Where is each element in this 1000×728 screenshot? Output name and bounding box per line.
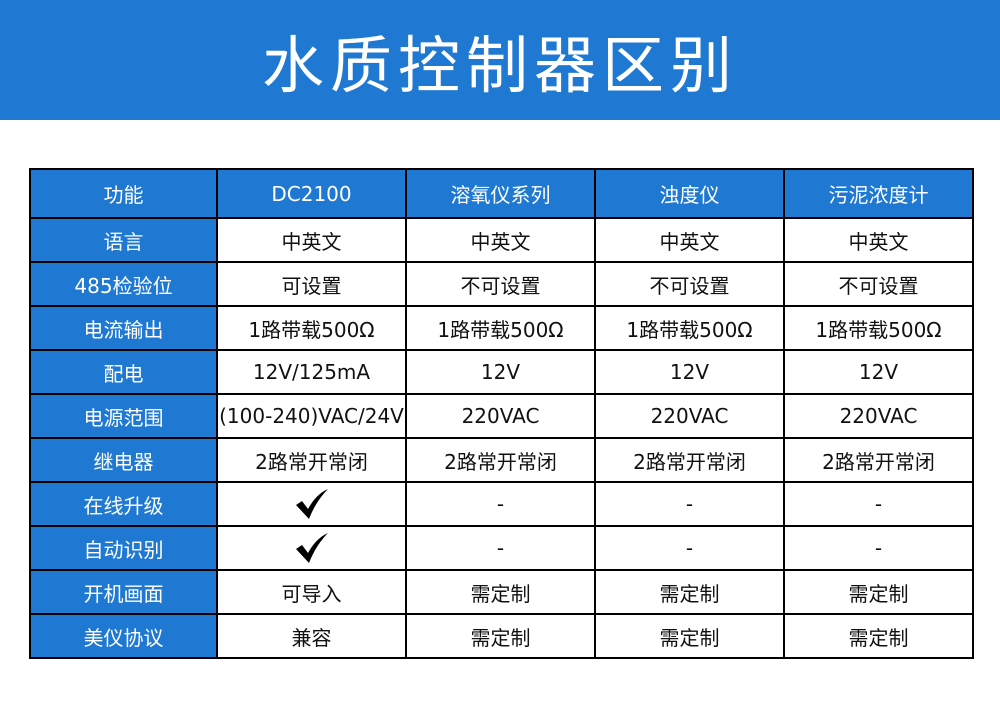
table-cell: 1路带载500Ω bbox=[783, 305, 974, 351]
table-cell: 不可设置 bbox=[405, 261, 596, 307]
check-icon bbox=[295, 533, 328, 563]
row-label: 电源范围 bbox=[29, 393, 218, 439]
table-row: 自动识别 - - - bbox=[29, 525, 974, 571]
table-cell: 1路带载500Ω bbox=[405, 305, 596, 351]
column-header: 污泥浓度计 bbox=[783, 168, 974, 219]
table-row: 电流输出 1路带载500Ω 1路带载500Ω 1路带载500Ω 1路带载500Ω bbox=[29, 305, 974, 351]
table-cell: 2路常开常闭 bbox=[783, 437, 974, 483]
table-cell bbox=[216, 481, 407, 527]
row-label: 配电 bbox=[29, 349, 218, 395]
table-cell: 需定制 bbox=[783, 569, 974, 615]
table-cell: 12V bbox=[594, 349, 785, 395]
table-cell: 220VAC bbox=[405, 393, 596, 439]
table-cell: 可设置 bbox=[216, 261, 407, 307]
page-title: 水质控制器区别 bbox=[261, 29, 738, 102]
comparison-table: 功能 DC2100 溶氧仪系列 浊度仪 污泥浓度计 语言 中英文 中英文 中英文 中英文 485检验… bbox=[29, 168, 974, 659]
row-label: 继电器 bbox=[29, 437, 218, 483]
row-label: 电流输出 bbox=[29, 305, 218, 351]
table-cell: - bbox=[405, 481, 596, 527]
table-cell: 220VAC bbox=[783, 393, 974, 439]
table-cell: 中英文 bbox=[216, 217, 407, 263]
row-label: 美仪协议 bbox=[29, 613, 218, 659]
row-label: 485检验位 bbox=[29, 261, 218, 307]
table-row: 485检验位 可设置 不可设置 不可设置 不可设置 bbox=[29, 261, 974, 307]
table-cell: 12V bbox=[405, 349, 596, 395]
table-cell: 12V/125mA bbox=[216, 349, 407, 395]
table-cell: 中英文 bbox=[783, 217, 974, 263]
table-cell: 需定制 bbox=[594, 613, 785, 659]
column-header: 浊度仪 bbox=[594, 168, 785, 219]
table-row: 美仪协议 兼容 需定制 需定制 需定制 bbox=[29, 613, 974, 659]
table-cell: 2路常开常闭 bbox=[594, 437, 785, 483]
row-label: 自动识别 bbox=[29, 525, 218, 571]
table-row: 继电器 2路常开常闭 2路常开常闭 2路常开常闭 2路常开常闭 bbox=[29, 437, 974, 483]
table-row: 开机画面 可导入 需定制 需定制 需定制 bbox=[29, 569, 974, 615]
table-row: 在线升级 - - - bbox=[29, 481, 974, 527]
table-row: 电源范围 (100-240)VAC/24V 220VAC 220VAC 220VAC bbox=[29, 393, 974, 439]
table-cell: - bbox=[783, 525, 974, 571]
row-label: 语言 bbox=[29, 217, 218, 263]
table-cell: - bbox=[783, 481, 974, 527]
column-header: 溶氧仪系列 bbox=[405, 168, 596, 219]
table-cell: 需定制 bbox=[405, 613, 596, 659]
table-header-row: 功能 DC2100 溶氧仪系列 浊度仪 污泥浓度计 bbox=[29, 168, 974, 219]
table-cell: 2路常开常闭 bbox=[216, 437, 407, 483]
table-cell: 220VAC bbox=[594, 393, 785, 439]
table-cell: 不可设置 bbox=[783, 261, 974, 307]
table-cell: 中英文 bbox=[405, 217, 596, 263]
table-cell: 需定制 bbox=[594, 569, 785, 615]
table-cell bbox=[216, 525, 407, 571]
column-header: 功能 bbox=[29, 168, 218, 219]
table-row: 配电 12V/125mA 12V 12V 12V bbox=[29, 349, 974, 395]
title-banner: 水质控制器区别 bbox=[0, 0, 1000, 120]
table-cell: 2路常开常闭 bbox=[405, 437, 596, 483]
table-cell: - bbox=[405, 525, 596, 571]
table-row: 语言 中英文 中英文 中英文 中英文 bbox=[29, 217, 974, 263]
table-cell: 12V bbox=[783, 349, 974, 395]
column-header: DC2100 bbox=[216, 168, 407, 219]
table-cell: 需定制 bbox=[783, 613, 974, 659]
table-cell: 不可设置 bbox=[594, 261, 785, 307]
table-cell: 中英文 bbox=[594, 217, 785, 263]
row-label: 开机画面 bbox=[29, 569, 218, 615]
table-cell: - bbox=[594, 525, 785, 571]
table-cell: (100-240)VAC/24V bbox=[216, 393, 407, 439]
table-cell: 兼容 bbox=[216, 613, 407, 659]
table-cell: 需定制 bbox=[405, 569, 596, 615]
table-cell: - bbox=[594, 481, 785, 527]
check-icon bbox=[295, 489, 328, 519]
table-cell: 1路带载500Ω bbox=[594, 305, 785, 351]
row-label: 在线升级 bbox=[29, 481, 218, 527]
table-cell: 可导入 bbox=[216, 569, 407, 615]
table-cell: 1路带载500Ω bbox=[216, 305, 407, 351]
